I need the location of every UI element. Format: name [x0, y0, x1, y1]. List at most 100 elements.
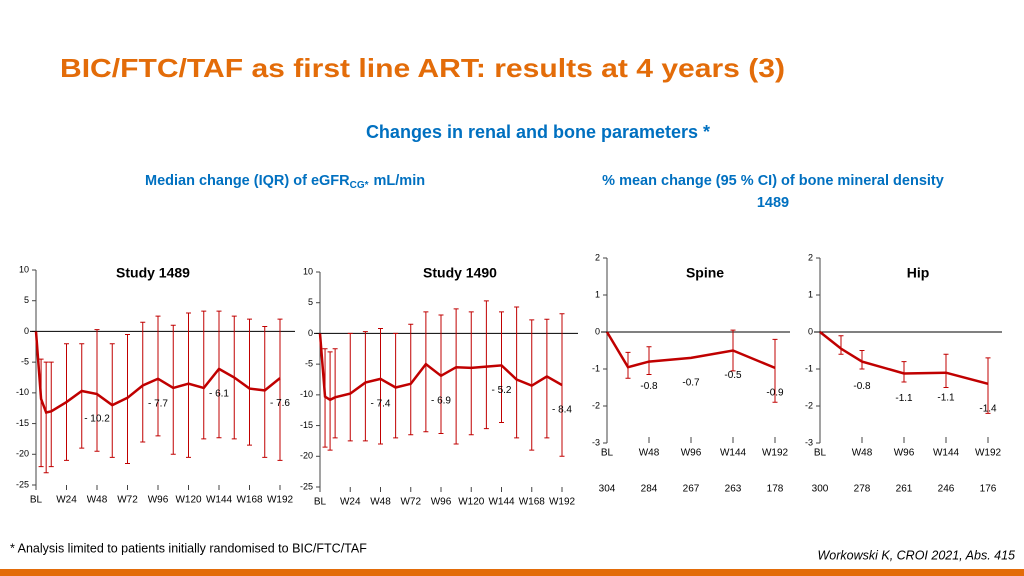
x-tick-label: W24 [56, 495, 77, 506]
x-tick-label: W120 [458, 497, 485, 508]
error-bar [544, 318, 550, 439]
right-heading: % mean change (95 % CI) of bone mineral … [602, 173, 944, 189]
error-bar [378, 328, 383, 445]
error-bar [499, 311, 504, 423]
heading-suffix: mL/min [374, 173, 426, 189]
y-tick-label: 2 [808, 252, 813, 262]
data-line [605, 331, 776, 370]
error-bar [170, 324, 176, 455]
x-tick-label: BL [314, 497, 327, 508]
error-bar [38, 358, 44, 468]
value-label: - 7.6 [270, 398, 290, 409]
error-bar [362, 331, 368, 442]
y-tick-label: 10 [19, 264, 29, 274]
right-heading: 1489 [757, 195, 789, 211]
error-bar [901, 361, 907, 383]
y-tick-label: -5 [21, 357, 29, 367]
x-tick-label: W72 [117, 495, 138, 506]
count-label: 261 [896, 484, 913, 495]
error-bar [393, 332, 399, 439]
heading-text: Median change (IQR) of eGFR [145, 173, 350, 189]
count-label: 284 [641, 484, 658, 495]
slide-title: BIC/FTC/TAF as first line ART: results a… [60, 53, 785, 83]
chart-title: Hip [907, 265, 930, 281]
error-bar [201, 310, 207, 440]
y-tick-label: -1 [805, 363, 813, 373]
y-tick-label: -10 [16, 387, 29, 397]
error-bar [838, 335, 844, 355]
y-tick-label: 0 [308, 328, 313, 338]
count-label: 300 [812, 484, 829, 495]
count-label: 278 [854, 484, 871, 495]
value-label: - 8.4 [552, 405, 572, 416]
y-tick-label: -20 [300, 451, 313, 461]
citation: Workowski K, CROI 2021, Abs. 415 [817, 548, 1015, 562]
heading-sub: CG* [350, 180, 369, 191]
y-tick-label: 2 [595, 252, 600, 262]
value-label: - 7.7 [148, 398, 168, 409]
value-label: - 6.9 [431, 395, 451, 406]
value-label: - 7.4 [370, 399, 390, 410]
error-bar [140, 321, 146, 443]
value-label: -0.8 [640, 381, 658, 392]
y-tick-label: 0 [808, 326, 813, 336]
error-bar [94, 329, 100, 452]
error-bar [155, 315, 161, 437]
value-label: -1.1 [937, 392, 955, 403]
error-bar [216, 310, 222, 439]
x-tick-label: W120 [175, 495, 202, 506]
x-tick-label: W144 [488, 497, 515, 508]
chart-title: Study 1490 [423, 265, 497, 281]
count-label: 304 [599, 484, 616, 495]
count-label: 267 [683, 484, 700, 495]
error-bar [43, 361, 49, 474]
y-tick-label: 1 [595, 289, 600, 299]
x-tick-label: W144 [720, 448, 747, 459]
value-label: - 6.1 [209, 389, 229, 400]
x-tick-label: W48 [370, 497, 391, 508]
value-label: -1.4 [979, 403, 997, 414]
value-label: - 10.2 [84, 414, 110, 425]
y-tick-label: 5 [308, 297, 313, 307]
x-tick-label: W96 [894, 448, 915, 459]
error-bar [985, 357, 991, 414]
y-tick-label: -15 [16, 418, 29, 428]
error-bar [109, 343, 115, 458]
y-tick-label: 0 [595, 326, 600, 336]
error-bar [247, 318, 252, 446]
error-bar [423, 311, 429, 433]
value-label: -0.7 [682, 378, 700, 389]
count-label: 176 [980, 484, 997, 495]
x-tick-label: W192 [975, 448, 1002, 459]
y-tick-label: -10 [300, 389, 313, 399]
y-tick-label: -2 [592, 400, 600, 410]
x-tick-label: W24 [340, 497, 361, 508]
error-bar [943, 353, 949, 388]
error-bar [453, 308, 459, 445]
bottom-bar [0, 569, 1024, 576]
error-bar [186, 312, 191, 458]
footnote: * Analysis limited to patients initially… [10, 541, 367, 555]
x-tick-label: W168 [519, 497, 546, 508]
x-tick-label: W192 [267, 495, 294, 506]
error-bar [48, 361, 54, 468]
y-tick-label: -1 [592, 363, 600, 373]
x-tick-label: W48 [87, 495, 108, 506]
y-tick-label: -25 [16, 479, 29, 489]
error-bar [79, 343, 85, 449]
x-tick-label: W48 [639, 448, 660, 459]
error-bar [859, 350, 865, 370]
value-label: -0.5 [724, 370, 742, 381]
left-heading: Median change (IQR) of eGFRCG* mL/min [145, 173, 425, 191]
x-tick-label: W144 [206, 495, 233, 506]
y-tick-label: -3 [592, 437, 600, 447]
x-tick-label: W192 [762, 448, 789, 459]
y-tick-label: 10 [303, 266, 313, 276]
y-tick-label: -2 [805, 400, 813, 410]
error-bar [347, 332, 353, 442]
y-tick-label: -20 [16, 449, 29, 459]
count-label: 263 [725, 484, 742, 495]
x-tick-label: BL [30, 495, 43, 506]
error-bar [514, 306, 520, 439]
